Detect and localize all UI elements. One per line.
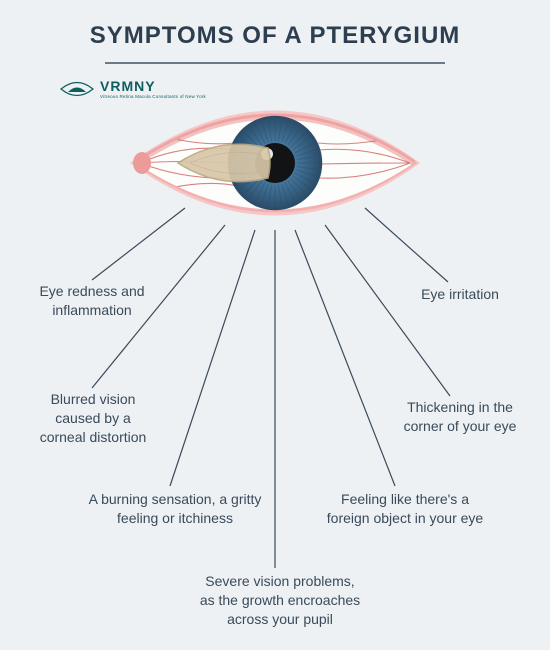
eye-illustration bbox=[130, 88, 420, 238]
symptom-label: Severe vision problems,as the growth enc… bbox=[175, 572, 385, 629]
logo-eye-icon bbox=[60, 79, 94, 99]
symptom-label: Eye irritation bbox=[400, 285, 520, 304]
symptom-label: Feeling like there's aforeign object in … bbox=[300, 490, 510, 528]
symptom-label: Thickening in thecorner of your eye bbox=[380, 398, 540, 436]
symptom-label: A burning sensation, a grittyfeeling or … bbox=[65, 490, 285, 528]
symptom-label: Eye redness andinflammation bbox=[22, 282, 162, 320]
symptom-label: Blurred visioncaused by acorneal distort… bbox=[18, 390, 168, 447]
title-underline bbox=[105, 62, 445, 64]
page-title: SYMPTOMS OF A PTERYGIUM bbox=[0, 0, 550, 50]
